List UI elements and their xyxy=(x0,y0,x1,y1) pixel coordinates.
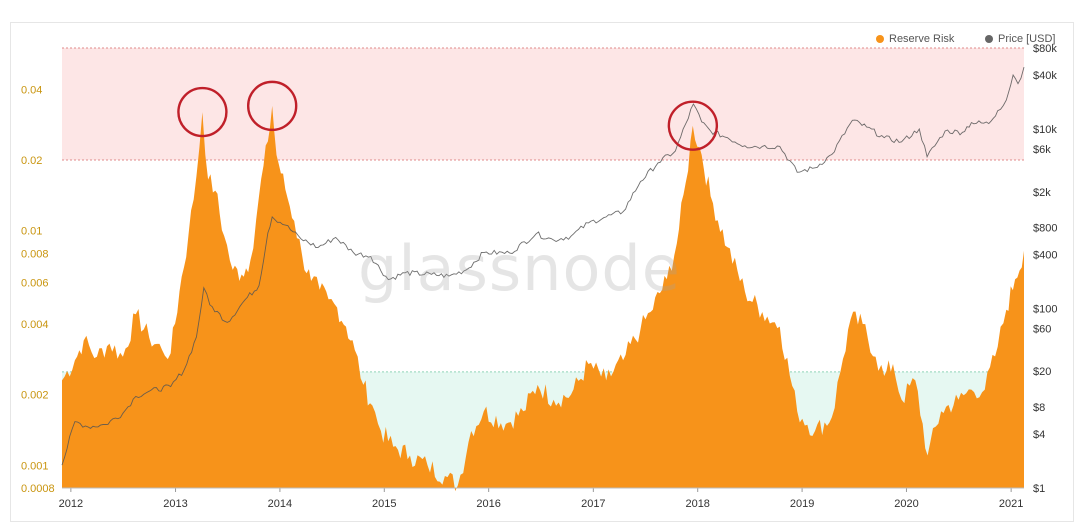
right-tick-label: $400 xyxy=(1033,249,1057,261)
x-tick-label: 2020 xyxy=(894,498,918,510)
peak-highlights xyxy=(177,80,719,151)
right-tick-label: $40k xyxy=(1033,70,1057,82)
x-tick-label: 2021 xyxy=(999,498,1023,510)
x-tick-label: 2019 xyxy=(790,498,814,510)
right-tick-label: $60 xyxy=(1033,323,1051,335)
peak-circle-3 xyxy=(667,100,719,151)
x-axis-ticks: 2012 2013 2014 2015 2016 2017 2018 2019 2020 2021 xyxy=(59,487,1024,510)
legend-label: Price [USD] xyxy=(998,33,1056,45)
left-tick-label: 0.006 xyxy=(21,278,49,290)
left-tick-label: 0.002 xyxy=(21,390,49,402)
x-tick-label: 2016 xyxy=(476,498,500,510)
legend-reserve-risk[interactable]: Reserve Risk xyxy=(876,33,954,45)
left-tick-label: 0.0008 xyxy=(21,483,55,495)
reserve-risk-series xyxy=(62,105,1024,492)
left-tick-label: 0.02 xyxy=(21,155,42,167)
x-tick-label: 2012 xyxy=(59,498,83,510)
price-series xyxy=(61,66,1025,466)
left-axis-ticks: 0.04 0.02 0.01 0.008 0.006 0.004 0.002 0.001 0.0… xyxy=(21,84,55,495)
right-tick-label: $20 xyxy=(1033,366,1051,378)
right-tick-label: $800 xyxy=(1033,222,1057,234)
left-tick-label: 0.01 xyxy=(21,226,42,238)
peak-circle-1 xyxy=(177,86,228,138)
right-tick-label: $10k xyxy=(1033,124,1057,136)
right-tick-label: $2k xyxy=(1033,187,1051,199)
reserve-risk-area xyxy=(62,105,1024,492)
x-tick-label: 2015 xyxy=(372,498,396,510)
peak-circle-2 xyxy=(246,80,298,132)
x-tick-label: 2017 xyxy=(581,498,605,510)
x-tick-label: 2014 xyxy=(268,498,292,510)
right-tick-label: $6k xyxy=(1033,144,1051,156)
legend-label: Reserve Risk xyxy=(889,33,955,45)
right-tick-label: $100 xyxy=(1033,304,1057,316)
right-tick-label: $8 xyxy=(1033,402,1045,414)
right-tick-label: $80k xyxy=(1033,43,1057,55)
x-tick-label: 2013 xyxy=(163,498,187,510)
legend-price[interactable]: Price [USD] xyxy=(985,33,1055,45)
reserve-risk-dot-icon xyxy=(876,35,884,43)
left-tick-label: 0.004 xyxy=(21,319,49,331)
price-dot-icon xyxy=(985,35,993,43)
right-tick-label: $1 xyxy=(1033,483,1045,495)
left-tick-label: 0.008 xyxy=(21,248,49,260)
left-tick-label: 0.04 xyxy=(21,84,42,96)
left-tick-label: 0.001 xyxy=(21,460,49,472)
x-tick-label: 2018 xyxy=(685,498,709,510)
price-line xyxy=(61,66,1025,466)
right-axis-ticks: $80k $40k $10k $6k $2k $800 $400 $100 $60 $20 $8 $4… xyxy=(1033,43,1057,495)
right-tick-label: $4 xyxy=(1033,429,1045,441)
upper-risk-band xyxy=(62,48,1024,160)
